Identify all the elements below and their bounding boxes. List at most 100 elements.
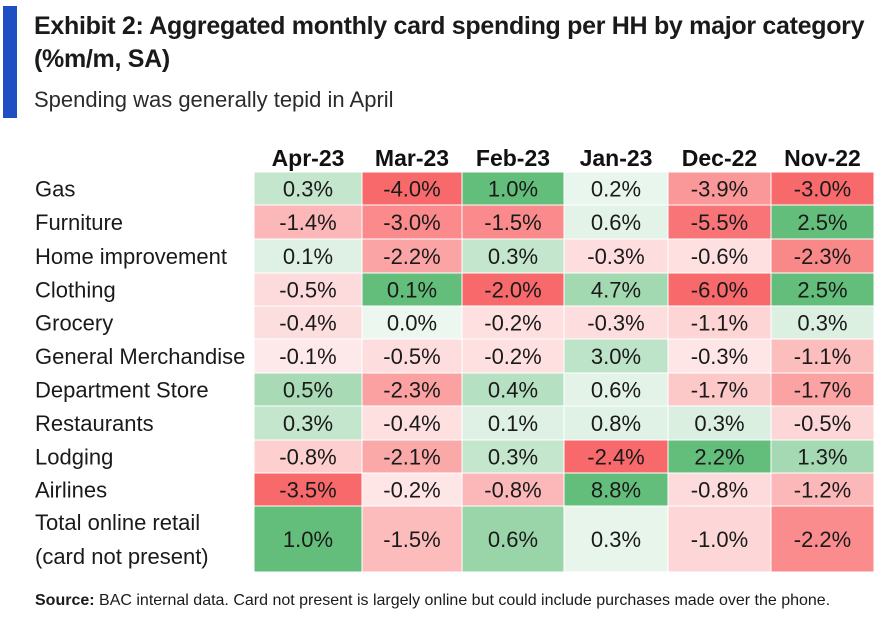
cell-value: -0.2% [484, 344, 541, 369]
heatmap-cell [253, 505, 363, 573]
cell-value: -2.0% [484, 278, 541, 303]
cell-value: 1.0% [283, 527, 333, 552]
source-label: Source: [35, 592, 95, 609]
cell-value: -3.9% [691, 177, 748, 202]
cell-value: -2.3% [383, 378, 440, 403]
cell-value: 0.1% [283, 244, 333, 269]
heatmap-cell [563, 439, 669, 474]
heatmap-cell [253, 472, 363, 507]
row-label: Grocery [35, 311, 113, 336]
cell-value: -0.8% [691, 478, 748, 503]
heatmap-cell [361, 272, 463, 307]
cell-value: 2.5% [797, 210, 847, 235]
cell-value: -1.1% [691, 311, 748, 336]
cell-value: -0.3% [691, 344, 748, 369]
cell-value: 0.8% [591, 411, 641, 436]
cell-value: -4.0% [383, 177, 440, 202]
heatmap-cell [563, 272, 669, 307]
cell-value: -0.8% [279, 445, 336, 470]
chart-subtitle: Spending was generally tepid in April [34, 87, 394, 112]
cell-value: -1.2% [794, 478, 851, 503]
heatmap-chart: Apr-23 Mar-23 Feb-23 Jan-23 Dec-22 Nov-22 Gas 0… [35, 145, 875, 573]
heatmap-cell [563, 238, 669, 274]
cell-value: -1.7% [691, 378, 748, 403]
cell-value: -3.0% [383, 210, 440, 235]
cell-value: 0.3% [283, 177, 333, 202]
cell-value: -2.2% [383, 244, 440, 269]
heatmap-cell [253, 272, 363, 307]
heatmap-cell [770, 272, 875, 307]
heatmap-cell [667, 439, 772, 474]
cell-value: -0.4% [383, 411, 440, 436]
heatmap-cell [667, 505, 772, 573]
heatmap-cell [361, 405, 463, 441]
cell-value: -0.6% [691, 244, 748, 269]
heatmap-cell [770, 338, 875, 374]
cell-value: 0.3% [591, 527, 641, 552]
heatmap-cell [770, 472, 875, 507]
cell-value: -0.2% [484, 311, 541, 336]
cell-value: 0.1% [488, 411, 538, 436]
cell-value: 0.3% [488, 244, 538, 269]
cell-value: -0.5% [279, 278, 336, 303]
cell-value: 0.0% [387, 311, 437, 336]
source-text: BAC internal data. Card not present is l… [94, 592, 831, 609]
accent-bar [3, 6, 17, 118]
cell-value: -0.5% [794, 411, 851, 436]
heatmap-cell [563, 372, 669, 407]
heatmap-cell [770, 372, 875, 407]
heatmap-cell [563, 171, 669, 206]
cell-value: -0.1% [279, 344, 336, 369]
column-header: Mar-23 [375, 145, 449, 171]
cell-value: 0.4% [488, 378, 538, 403]
cell-value: 8.8% [591, 478, 641, 503]
heatmap-cell [461, 272, 565, 307]
chart-title: Exhibit 2: Aggregated monthly card spend… [34, 12, 865, 73]
cell-value: 0.2% [591, 177, 641, 202]
cell-value: 4.7% [591, 278, 641, 303]
row-label: Gas [35, 177, 75, 202]
cell-value: 2.5% [797, 278, 847, 303]
cell-value: 0.5% [283, 378, 333, 403]
cell-value: 0.6% [488, 527, 538, 552]
cell-value: 0.3% [797, 311, 847, 336]
heatmap-cell [563, 472, 669, 507]
cell-value: -0.8% [484, 478, 541, 503]
cell-value: -0.3% [587, 244, 644, 269]
column-header: Dec-22 [682, 145, 757, 171]
row-label: Clothing [35, 278, 116, 303]
heatmap-cell [461, 439, 565, 474]
column-header: Apr-23 [272, 145, 345, 171]
cell-value: -5.5% [691, 210, 748, 235]
column-header: Nov-22 [784, 145, 861, 171]
row-label: Total online retail [35, 510, 200, 535]
row-label: Restaurants [35, 411, 154, 436]
cell-value: 1.3% [797, 445, 847, 470]
cell-value: 0.1% [387, 278, 437, 303]
cell-value: -1.4% [279, 210, 336, 235]
cell-value: -6.0% [691, 278, 748, 303]
heatmap-cell [667, 472, 772, 507]
cell-value: 0.6% [591, 378, 641, 403]
cell-value: -1.5% [383, 527, 440, 552]
heatmap-cell [461, 372, 565, 407]
heatmap-cell [563, 505, 669, 573]
heatmap-cell [253, 439, 363, 474]
row-label: Furniture [35, 210, 123, 235]
column-header: Jan-23 [580, 145, 653, 171]
row-label: General Merchandise [35, 344, 245, 369]
heatmap-cell [667, 305, 772, 340]
row-label: Airlines [35, 478, 107, 503]
cell-value: 3.0% [591, 344, 641, 369]
heatmap-cell [253, 305, 363, 340]
cell-value: -0.3% [587, 311, 644, 336]
column-header: Feb-23 [476, 145, 550, 171]
cell-value: -2.2% [794, 527, 851, 552]
heatmap-cell [770, 238, 875, 274]
heatmap-cell [563, 305, 669, 340]
cell-value: -1.7% [794, 378, 851, 403]
heatmap-cell [563, 405, 669, 441]
cell-value: -1.0% [691, 527, 748, 552]
cell-value: 0.3% [694, 411, 744, 436]
cell-value: -0.4% [279, 311, 336, 336]
